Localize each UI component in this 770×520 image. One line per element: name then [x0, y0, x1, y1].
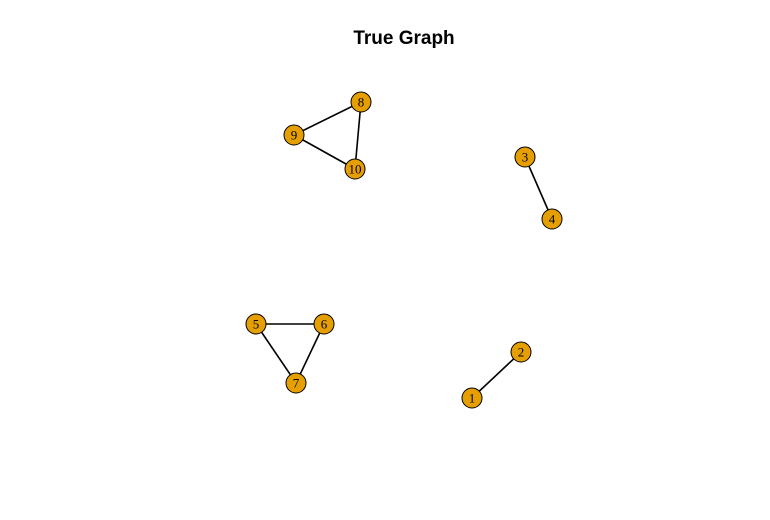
edge-5-7 [255, 323, 297, 384]
nodes-layer: 1 2 3 4 5 6 7 8 9 10 [245, 91, 563, 409]
node-2: 2 [510, 341, 532, 363]
node-label: 5 [253, 317, 260, 332]
edge-3-4 [524, 156, 553, 220]
node-circle [461, 387, 483, 409]
node-circle [514, 146, 536, 168]
node-label: 8 [358, 95, 365, 110]
node-9: 9 [283, 124, 305, 146]
node-10: 10 [344, 158, 366, 180]
node-label: 2 [518, 345, 525, 360]
node-circle [510, 341, 532, 363]
node-label: 1 [469, 391, 476, 406]
node-3: 3 [514, 146, 536, 168]
node-circle [283, 124, 305, 146]
node-label: 4 [549, 212, 556, 227]
edge-9-10 [293, 134, 356, 170]
node-circle [541, 208, 563, 230]
node-label: 7 [293, 376, 300, 391]
node-4: 4 [541, 208, 563, 230]
node-7: 7 [285, 372, 307, 394]
node-label: 6 [321, 317, 328, 332]
node-circle [285, 372, 307, 394]
edge-8-10 [354, 101, 362, 170]
node-circle [313, 313, 335, 335]
edge-6-7 [295, 323, 325, 384]
node-1: 1 [461, 387, 483, 409]
edge-1-2 [471, 351, 522, 399]
node-6: 6 [313, 313, 335, 335]
node-label: 10 [349, 162, 362, 177]
node-8: 8 [350, 91, 372, 113]
node-circle [245, 313, 267, 335]
node-label: 3 [522, 150, 529, 165]
graph-title: True Graph [353, 28, 455, 49]
edges-layer [255, 101, 553, 399]
node-label: 9 [291, 128, 298, 143]
edge-8-9 [293, 101, 362, 136]
node-circle [344, 158, 366, 180]
node-5: 5 [245, 313, 267, 335]
node-circle [350, 91, 372, 113]
